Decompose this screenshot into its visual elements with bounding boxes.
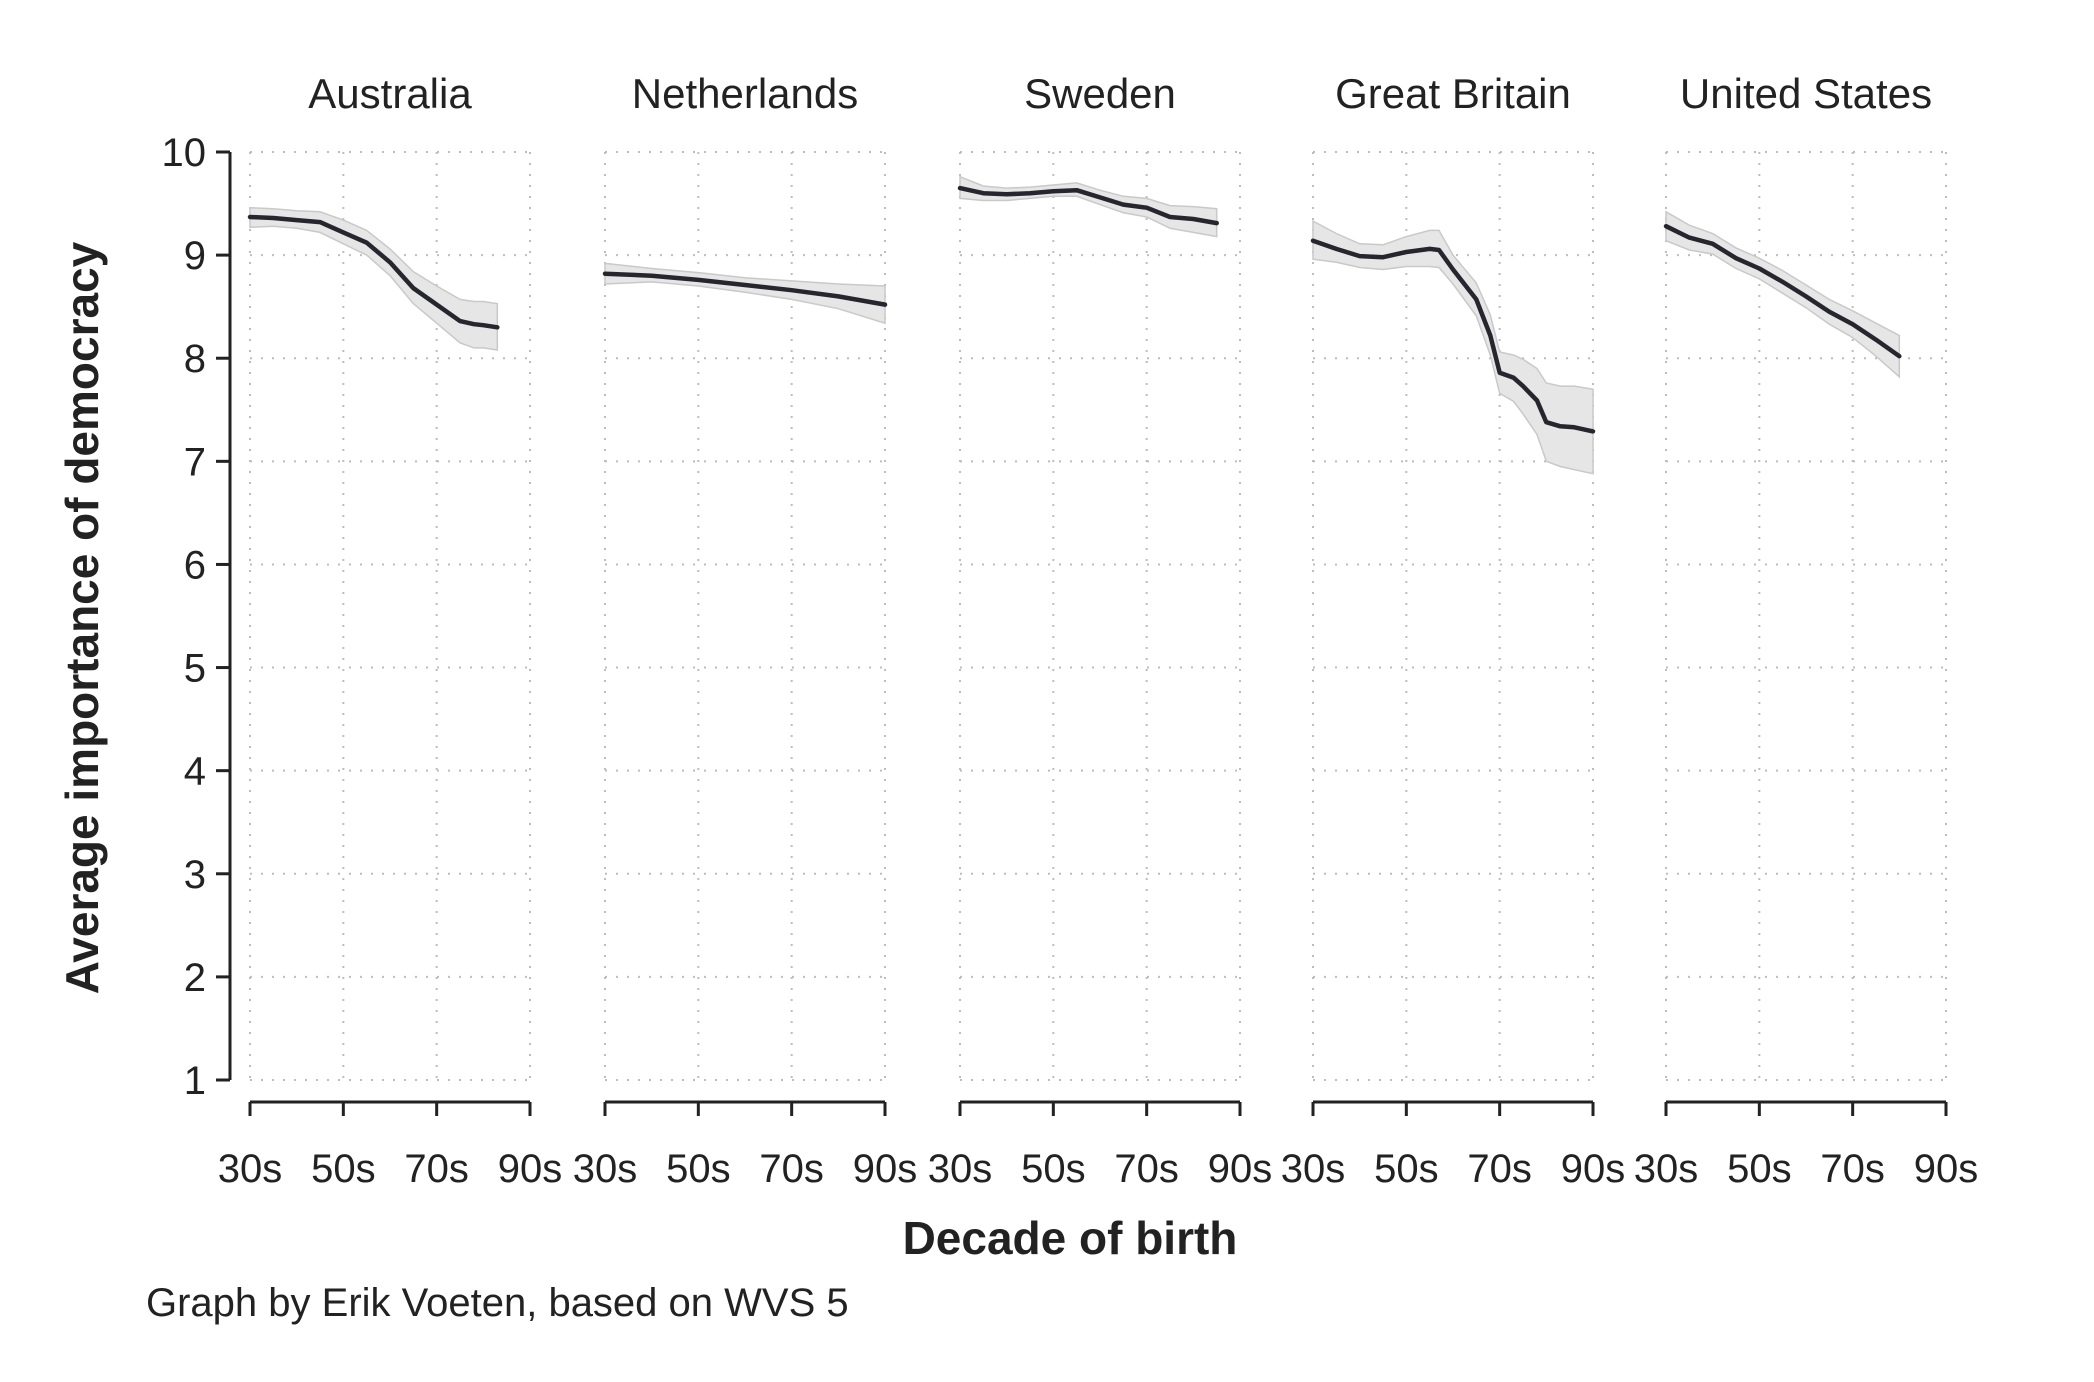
y-tick-label: 7 [184,440,206,484]
x-axis-title: Decade of birth [903,1212,1238,1264]
panel-sweden: Sweden 30s 50s 70s 90s [928,70,1273,1191]
y-axis-title: Average importance of democracy [56,241,108,994]
y-tick-label: 8 [184,337,206,381]
panel-title: Great Britain [1335,70,1571,117]
series-line [602,271,888,307]
x-tick-label: 30s [1281,1147,1346,1191]
panel-netherlands: Netherlands 30s 50s 70s 90s [573,70,918,1191]
x-tick-label: 70s [1820,1147,1885,1191]
x-tick-label: 70s [1467,1147,1532,1191]
x-tick-label: 50s [311,1147,376,1191]
x-tick-label: 50s [666,1147,731,1191]
x-tick-label: 90s [1914,1147,1979,1191]
y-tick-label: 2 [184,956,206,1000]
x-tick-label: 30s [218,1147,283,1191]
facet-panels: Australia 30s 50s 70s 90s Netherlands 30s 50s 70… [218,70,1979,1191]
y-tick-label: 3 [184,853,206,897]
panel-title: Netherlands [632,70,858,117]
x-tick-label: 50s [1021,1147,1086,1191]
confidence-band [1312,219,1594,475]
x-tick-label: 50s [1727,1147,1792,1191]
series-line [1310,238,1596,434]
y-tick-label: 1 [184,1059,206,1103]
panel-united-states: United States 30s 50s 70s 90s [1634,70,1979,1191]
series-line [957,185,1219,226]
y-tick-label: 10 [162,131,207,175]
y-tick-label: 6 [184,543,206,587]
series-line [247,214,500,330]
x-tick-label: 50s [1374,1147,1439,1191]
panel-title: Sweden [1024,70,1176,117]
x-tick-label: 30s [573,1147,638,1191]
y-tick-label: 5 [184,647,206,691]
chart-caption: Graph by Erik Voeten, based on WVS 5 [146,1281,849,1325]
series-line [1663,223,1902,359]
x-tick-label: 30s [928,1147,993,1191]
confidence-band [1665,210,1901,379]
panel-title: Australia [308,70,472,117]
panel-australia: Australia 30s 50s 70s 90s [218,70,563,1191]
x-tick-label: 90s [1208,1147,1273,1191]
x-tick-label: 70s [1114,1147,1179,1191]
panel-title: United States [1680,70,1932,117]
x-tick-label: 90s [1561,1147,1626,1191]
y-axis: 1 2 3 4 5 6 7 8 9 10 [162,131,232,1103]
confidence-band [604,262,886,325]
x-tick-label: 70s [759,1147,824,1191]
panel-great-britain: Great Britain 30s 50s 70s 90s [1281,70,1626,1191]
x-tick-label: 90s [498,1147,563,1191]
x-tick-label: 70s [404,1147,469,1191]
y-tick-label: 4 [184,750,206,794]
x-tick-label: 90s [853,1147,918,1191]
confidence-band [249,206,499,351]
x-tick-label: 30s [1634,1147,1699,1191]
confidence-band [959,175,1218,238]
y-tick-label: 9 [184,234,206,278]
